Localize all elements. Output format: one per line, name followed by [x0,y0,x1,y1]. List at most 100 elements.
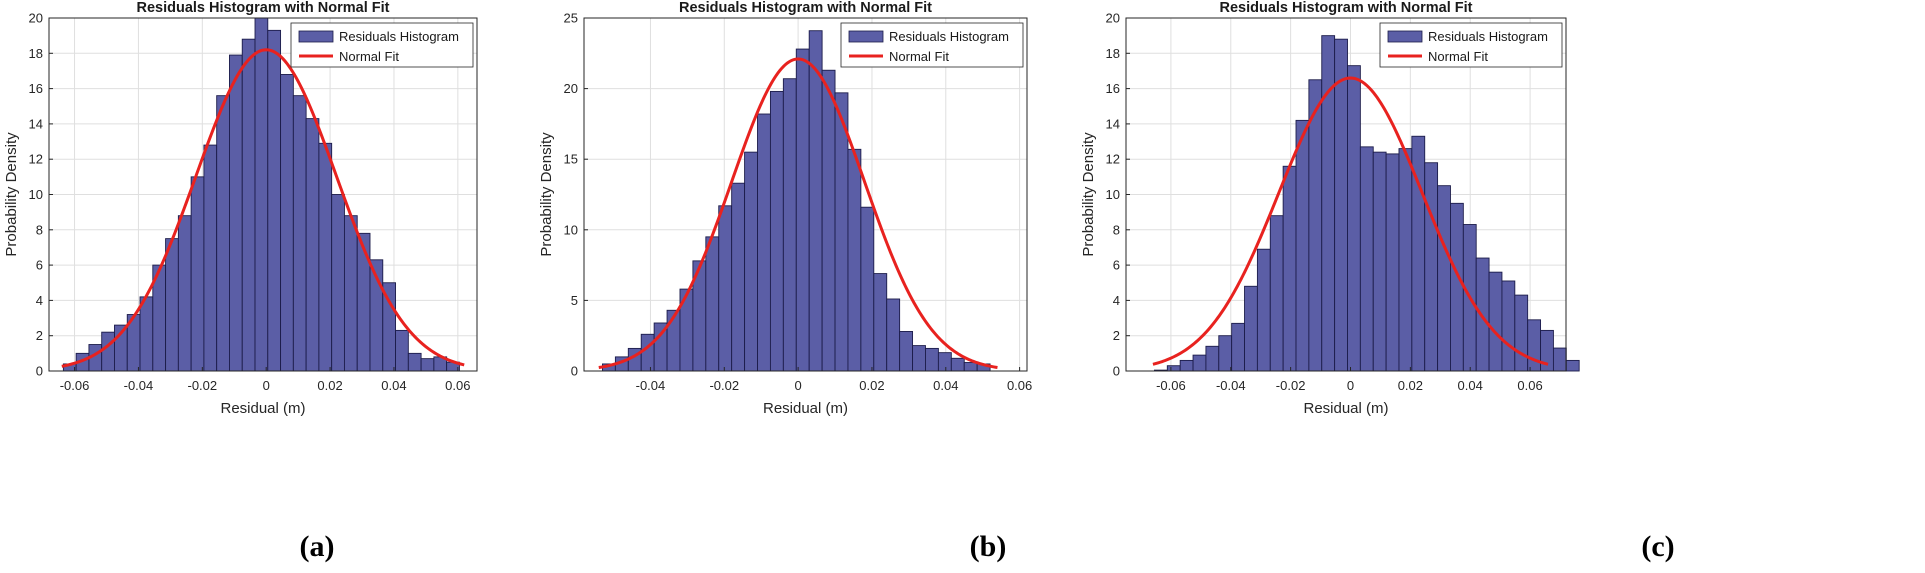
y-tick-label: 12 [29,152,43,167]
histogram-bar [718,205,733,372]
y-tick-label: 8 [1113,222,1120,237]
normal-fit-curve [61,48,465,368]
histogram-bar [950,357,965,372]
y-tick-label: 0 [571,364,578,379]
x-axis-label: Residual (m) [220,400,305,417]
histogram-bar [331,194,345,372]
y-tick-label: 0 [36,364,43,379]
histogram-bar [1347,65,1361,372]
histogram-bars [62,17,460,372]
histogram-bar [1372,151,1387,372]
y-axis-ticks: 0 2 4 6 8 10 12 14 16 18 20 [1106,11,1130,379]
histogram-bar [1244,285,1258,372]
y-tick-label: 20 [29,11,43,26]
y-tick-label: 0 [1113,364,1120,379]
histogram-bar [1514,294,1529,372]
histogram-bar [808,30,823,372]
histogram-bar [216,95,230,372]
caption-a: (a) [300,530,335,563]
legend-swatch-histogram [298,30,334,43]
axes-frame [583,17,1028,372]
y-tick-label: 20 [564,81,578,96]
legend-box [840,22,1024,68]
y-tick-label: 10 [564,222,578,237]
panel-b: (b) -0.04 -0.02 0 0.02 0.04 0.06 0 5 10 15 20 25 Res… [538,0,1032,563]
histogram-bar [1527,319,1542,372]
y-tick-label: 8 [36,222,43,237]
histogram-bar [757,113,771,372]
histogram-bar [1205,345,1220,372]
histogram-bar [1437,185,1451,372]
legend-label-fit: Normal Fit [1428,49,1488,64]
legend: Residuals Histogram Normal Fit [290,22,474,68]
histogram-bar [847,148,862,372]
y-tick-label: 2 [1113,328,1120,343]
x-tick-label: 0.06 [445,378,470,393]
histogram-bar [254,17,269,372]
x-tick-label: 0.02 [317,378,342,393]
chart-title: Residuals Histogram with Normal Fit [137,0,390,16]
y-tick-label: 16 [29,81,43,96]
histogram-bar [860,206,875,372]
x-tick-label: -0.02 [187,378,217,393]
histogram-bar [873,273,888,372]
histogram-bar [1424,162,1439,372]
y-tick-label: 10 [29,187,43,202]
panel-c: (c) -0.06 -0.04 -0.02 0 0.02 0.04 0.06 0 2 4 6 8 10 1… [1080,0,1675,563]
x-tick-label: -0.06 [1156,378,1186,393]
x-tick-label: 0.04 [933,378,958,393]
y-tick-label: 2 [36,328,43,343]
x-tick-label: -0.02 [709,378,739,393]
x-axis-ticks: -0.04 -0.02 0 0.02 0.04 0.06 [636,367,1032,393]
histogram-bar [705,236,720,372]
histogram-bar [1501,280,1516,372]
histogram-bar [640,333,655,372]
histogram-bar [912,345,926,372]
histogram-bar [356,232,371,372]
x-tick-label: -0.04 [636,378,666,393]
histogram-bar [190,176,205,372]
histogram-bar [1450,202,1464,372]
histogram-bar [1565,359,1580,372]
histogram-bar [963,362,978,372]
histogram-bar [1218,335,1233,372]
histogram-bar [731,182,746,372]
x-tick-label: -0.04 [124,378,154,393]
histogram-bar [1231,322,1245,372]
histogram-bar [229,54,243,372]
y-tick-label: 18 [1106,46,1120,61]
y-tick-label: 15 [564,152,578,167]
y-tick-label: 14 [29,116,43,131]
histogram-bar [1295,119,1310,372]
x-axis-label: Residual (m) [763,400,848,417]
histogram-bar [899,331,914,372]
y-tick-label: 18 [29,46,43,61]
histogram-bar [925,347,939,372]
histogram-bar [1282,165,1297,372]
histogram-bar [395,329,409,372]
x-tick-label: 0.04 [1458,378,1483,393]
histogram-bar [744,151,758,372]
histogram-bar [177,215,192,372]
histogram-bar [420,358,435,372]
histogram-bar [1179,359,1194,372]
caption-b: (b) [970,530,1007,563]
histogram-bar [1488,271,1503,372]
x-tick-label: 0.02 [859,378,884,393]
histogram-bar [821,69,836,372]
histogram-bar [1398,148,1413,372]
histogram-bar [1308,79,1323,372]
x-tick-label: 0.06 [1007,378,1032,393]
y-axis-label: Probability Density [538,132,555,257]
legend-swatch-histogram [848,30,884,43]
histogram-bar [937,352,952,372]
y-tick-label: 6 [1113,258,1120,273]
normal-fit-curve [598,57,998,370]
x-tick-label: -0.06 [60,378,90,393]
legend-swatch-histogram [1387,30,1423,43]
histogram-bar [769,90,784,372]
y-tick-label: 6 [36,258,43,273]
normal-fit-curve [1152,76,1549,366]
y-axis-label: Probability Density [3,132,20,257]
